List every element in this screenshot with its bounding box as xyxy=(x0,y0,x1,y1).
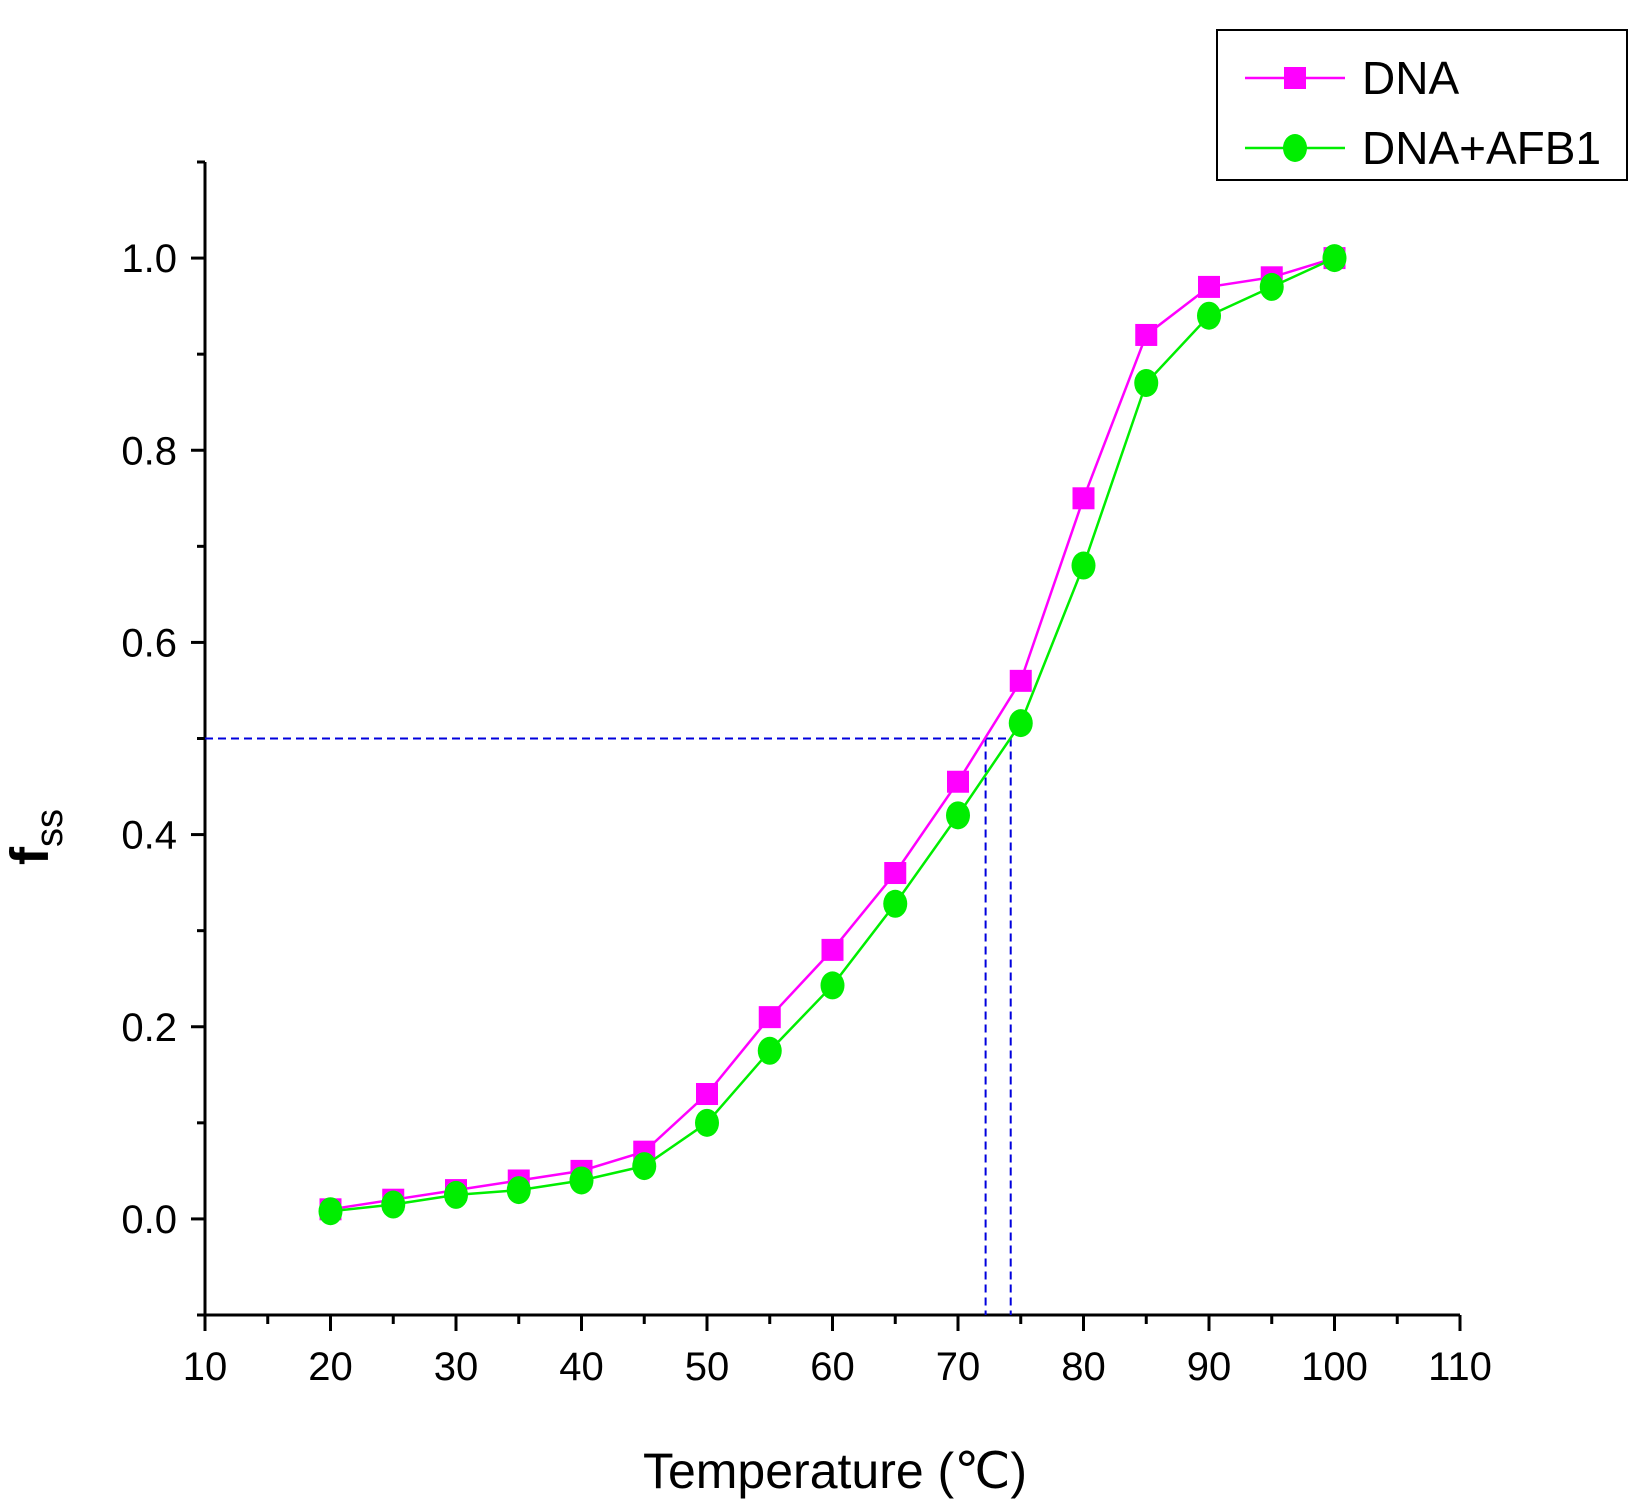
tick-labels: 10 20 30 40 50 60 70 80 90 100 110 0.0 0.2 0.4 0.6 0.8 1… xyxy=(121,237,1492,1389)
legend-item: DNA xyxy=(1245,52,1459,104)
x-tick-label: 60 xyxy=(810,1345,855,1389)
x-tick-label: 40 xyxy=(559,1345,604,1389)
x-tick-label: 10 xyxy=(183,1345,228,1389)
data-point-square xyxy=(1072,487,1095,510)
data-point-circle xyxy=(1197,301,1221,330)
x-axis-label: Temperature (℃) xyxy=(643,1443,1027,1499)
data-point-square xyxy=(696,1083,718,1106)
x-tick-label: 80 xyxy=(1061,1345,1106,1389)
data-point-square xyxy=(884,862,907,885)
data-point-circle xyxy=(506,1176,531,1205)
x-tick-label: 90 xyxy=(1187,1345,1232,1389)
data-point-circle xyxy=(381,1190,406,1219)
y-tick-label: 0.0 xyxy=(121,1198,177,1242)
data-point-circle xyxy=(1134,368,1159,397)
y-axis-label-sub: ss xyxy=(29,809,71,847)
data-point-circle xyxy=(318,1197,343,1226)
data-point-circle xyxy=(946,801,970,830)
data-point-circle xyxy=(820,971,845,1000)
x-tick-label: 20 xyxy=(308,1345,353,1389)
legend-label: DNA+AFB1 xyxy=(1362,122,1601,174)
data-point-circle xyxy=(1008,709,1033,738)
data-point-circle xyxy=(569,1166,594,1195)
y-tick-label: 0.6 xyxy=(121,621,177,665)
legend-item: DNA+AFB1 xyxy=(1245,122,1601,174)
data-point-square xyxy=(821,938,844,961)
reference-lines xyxy=(205,737,1012,1315)
series-line xyxy=(330,256,1335,1211)
data-point-circle xyxy=(1322,244,1347,273)
y-tick-label: 1.0 xyxy=(121,237,177,281)
y-axis-label-main: f xyxy=(0,846,60,865)
data-point-square xyxy=(1135,323,1158,346)
y-tick-label: 0.2 xyxy=(121,1006,177,1050)
data-point-circle xyxy=(883,889,908,918)
legend: DNA DNA+AFB1 xyxy=(1216,29,1628,181)
x-tick-label: 110 xyxy=(1428,1345,1492,1389)
series-line xyxy=(330,256,1336,1213)
data-point-square xyxy=(1198,275,1220,298)
x-tick-label: 70 xyxy=(936,1345,981,1389)
legend-marker-circle xyxy=(1283,134,1307,162)
series-layer xyxy=(318,244,1347,1226)
data-point-circle xyxy=(1259,272,1284,301)
data-point-square xyxy=(1009,669,1032,692)
y-tick-label: 0.8 xyxy=(121,429,177,473)
series-dna xyxy=(319,247,1346,1221)
x-tick-label: 100 xyxy=(1301,1345,1368,1389)
data-point-circle xyxy=(632,1152,657,1181)
data-point-circle xyxy=(444,1180,468,1209)
data-point-circle xyxy=(695,1108,719,1137)
x-tick-label: 50 xyxy=(685,1345,730,1389)
y-tick-label: 0.4 xyxy=(121,814,177,858)
legend-marker-square xyxy=(1284,67,1306,89)
y-axis-label: fss xyxy=(0,809,71,865)
data-point-square xyxy=(758,1006,781,1029)
data-point-circle xyxy=(757,1036,782,1065)
axes xyxy=(191,160,1462,1331)
x-tick-label: 30 xyxy=(434,1345,479,1389)
legend-label: DNA xyxy=(1362,52,1459,104)
data-point-circle xyxy=(1071,551,1096,580)
data-point-square xyxy=(947,770,969,793)
series-dna-afb1 xyxy=(318,244,1347,1226)
